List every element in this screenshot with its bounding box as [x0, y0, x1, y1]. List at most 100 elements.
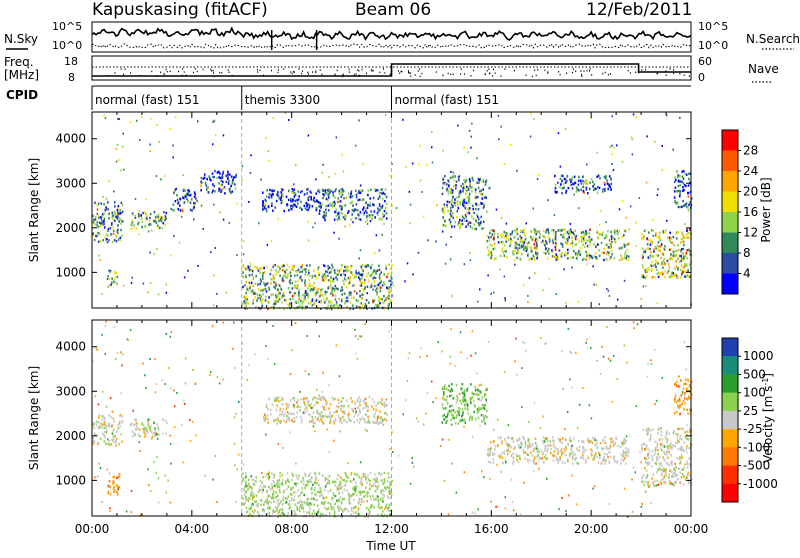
scatter-cell [137, 428, 139, 430]
nave-dot [657, 73, 658, 75]
scatter-cell [341, 264, 343, 266]
scatter-cell [456, 384, 458, 386]
nave-dot [156, 76, 157, 78]
speckle-cell [213, 120, 215, 122]
freq-label-line2: [MHz] [4, 68, 39, 82]
scatter-cell [329, 411, 331, 413]
scatter-cell [100, 438, 102, 440]
scatter-cell [555, 187, 557, 189]
scatter-cell [370, 205, 372, 207]
scatter-cell [338, 399, 340, 401]
scatter-cell [628, 256, 630, 258]
scatter-cell [293, 499, 295, 501]
scatter-cell [92, 233, 94, 235]
scatter-cell [557, 448, 559, 450]
scatter-cell [448, 180, 450, 182]
scatter-cell [611, 437, 613, 439]
scatter-cell [148, 422, 150, 424]
scatter-cell [648, 457, 650, 459]
speckle-cell [108, 228, 110, 230]
scatter-cell [350, 301, 352, 303]
scatter-cell [109, 278, 111, 280]
speckle-cell [375, 277, 377, 279]
scatter-cell [300, 398, 302, 400]
nave-dot [257, 69, 258, 71]
scatter-cell [677, 457, 679, 459]
speckle-cell [139, 139, 141, 141]
scatter-cell [519, 455, 521, 457]
scatter-cell [321, 421, 323, 423]
scatter-cell [262, 203, 264, 205]
scatter-cell [613, 457, 615, 459]
scatter-cell [108, 217, 110, 219]
nave-dot [500, 75, 501, 77]
scatter-cell [546, 437, 548, 439]
scatter-cell [288, 199, 290, 201]
scatter-cell [116, 240, 118, 242]
scatter-cell [489, 232, 491, 234]
scatter-cell [185, 189, 187, 191]
scatter-cell [464, 404, 466, 406]
scatter-cell [463, 393, 465, 395]
scatter-cell [343, 216, 345, 218]
scatter-cell [333, 278, 335, 280]
speckle-cell [570, 223, 572, 225]
scatter-cell [673, 432, 675, 434]
scatter-cell [361, 417, 363, 419]
scatter-cell [277, 405, 279, 407]
scatter-cell [582, 259, 584, 261]
scatter-cell [513, 453, 515, 455]
scatter-cell [347, 489, 349, 491]
scatter-cell [606, 453, 608, 455]
scatter-cell [491, 251, 493, 253]
scatter-cell [304, 397, 306, 399]
scatter-cell [490, 236, 492, 238]
scatter-cell [465, 214, 467, 216]
scatter-cell [589, 181, 591, 183]
scatter-cell [304, 487, 306, 489]
scatter-cell [472, 177, 474, 179]
scatter-cell [250, 476, 252, 478]
scatter-cell [372, 214, 374, 216]
scatter-cell [293, 413, 295, 415]
scatter-cell [277, 191, 279, 193]
speckle-cell [609, 295, 611, 297]
scatter-cell [596, 257, 598, 259]
scatter-cell [388, 295, 390, 297]
cpid-segment-label: normal (fast) 151 [95, 93, 199, 107]
scatter-cell [645, 251, 647, 253]
scatter-cell [296, 199, 298, 201]
scatter-cell [252, 290, 254, 292]
scatter-cell [314, 422, 316, 424]
speckle-cell [435, 241, 437, 243]
scatter-cell [527, 254, 529, 256]
speckle-cell [172, 145, 174, 147]
scatter-cell [610, 178, 612, 180]
scatter-cell [581, 232, 583, 234]
scatter-cell [120, 433, 122, 435]
scatter-cell [501, 236, 503, 238]
nave-dot [473, 70, 474, 72]
scatter-cell [150, 213, 152, 215]
scatter-cell [442, 208, 444, 210]
scatter-cell [585, 258, 587, 260]
scatter-cell [260, 504, 262, 506]
scatter-cell [684, 271, 686, 273]
scatter-cell [101, 215, 103, 217]
scatter-cell [307, 287, 309, 289]
scatter-cell [372, 398, 374, 400]
scatter-cell [372, 504, 374, 506]
scatter-cell [563, 187, 565, 189]
scatter-cell [623, 460, 625, 462]
scatter-cell [351, 213, 353, 215]
scatter-cell [686, 265, 688, 267]
cpid-label: CPID [6, 88, 38, 102]
scatter-cell [278, 420, 280, 422]
scatter-cell [334, 511, 336, 513]
scatter-cell [531, 250, 533, 252]
scatter-cell [342, 190, 344, 192]
scatter-cell [455, 422, 457, 424]
speckle-cell [534, 272, 536, 274]
scatter-cell [282, 403, 284, 405]
scatter-cell [504, 439, 506, 441]
